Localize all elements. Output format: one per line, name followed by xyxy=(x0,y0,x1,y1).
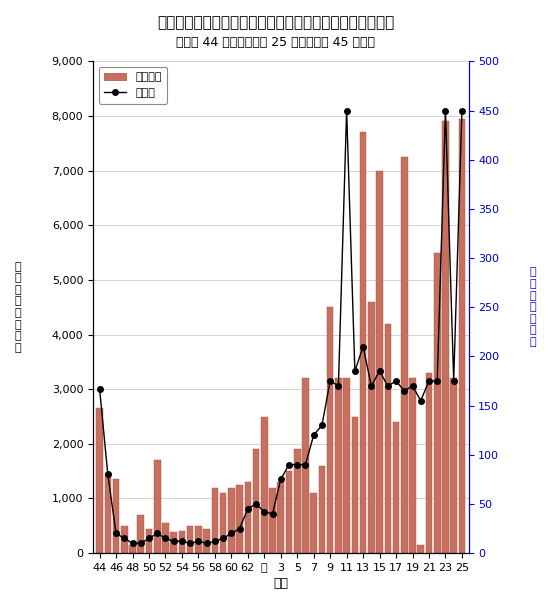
Bar xyxy=(368,302,375,553)
X-axis label: 年度: 年度 xyxy=(273,577,288,590)
Bar xyxy=(261,416,268,553)
Bar xyxy=(294,450,300,553)
Bar xyxy=(352,416,358,553)
Bar xyxy=(278,482,284,553)
Bar xyxy=(302,378,309,553)
Bar xyxy=(327,307,333,553)
Bar xyxy=(253,450,260,553)
Bar xyxy=(203,529,210,553)
Bar xyxy=(236,485,243,553)
Bar xyxy=(245,482,251,553)
Y-axis label: 対
象
台
数
（
千
台
）: 対 象 台 数 （ 千 台 ） xyxy=(15,261,21,353)
Bar xyxy=(179,531,185,553)
Bar xyxy=(376,171,383,553)
Bar xyxy=(228,488,235,553)
Bar xyxy=(426,373,433,553)
Bar xyxy=(145,529,152,553)
Bar xyxy=(137,515,144,553)
Bar xyxy=(113,479,120,553)
Text: 自動車のリコール届出総件数及び総対象台数の年度別推移: 自動車のリコール届出総件数及び総対象台数の年度別推移 xyxy=(157,15,394,30)
Bar xyxy=(418,545,424,553)
Bar xyxy=(434,253,440,553)
Text: （昭和 44 年度から平成 25 年度までの 45 年間）: （昭和 44 年度から平成 25 年度までの 45 年間） xyxy=(176,36,375,49)
Bar xyxy=(393,422,399,553)
Bar xyxy=(343,378,350,553)
Bar xyxy=(220,493,226,553)
Bar xyxy=(442,122,449,553)
Bar xyxy=(360,132,366,553)
Bar xyxy=(409,378,416,553)
Legend: 対象台数, 件　数: 対象台数, 件 数 xyxy=(99,67,168,103)
Bar xyxy=(269,488,276,553)
Bar xyxy=(170,532,177,553)
Bar xyxy=(96,408,103,553)
Bar xyxy=(335,378,342,553)
Bar xyxy=(154,460,160,553)
Bar xyxy=(318,466,325,553)
Bar xyxy=(310,493,317,553)
Bar xyxy=(285,471,292,553)
Bar xyxy=(105,474,111,553)
Bar xyxy=(195,526,202,553)
Bar xyxy=(458,119,465,553)
Bar xyxy=(212,488,218,553)
Bar xyxy=(129,545,136,553)
Bar xyxy=(187,526,193,553)
Y-axis label: 届
出
件
数
（
件
）: 届 出 件 数 （ 件 ） xyxy=(530,267,536,347)
Bar xyxy=(401,157,408,553)
Bar xyxy=(385,324,391,553)
Bar xyxy=(121,526,128,553)
Bar xyxy=(162,523,169,553)
Bar xyxy=(450,378,457,553)
